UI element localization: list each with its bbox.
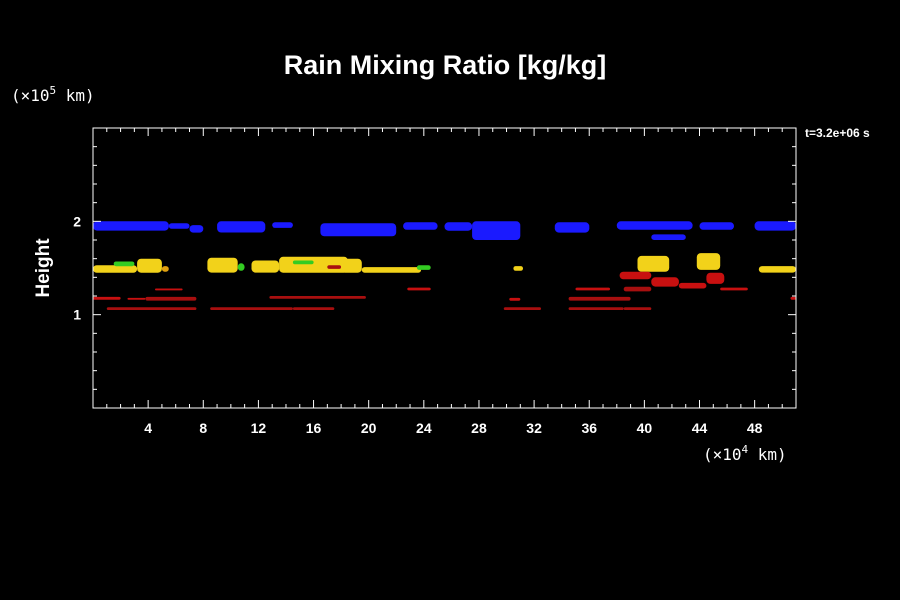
- y-tick-label: 1: [73, 307, 81, 323]
- heatmap-cell: [503, 307, 541, 310]
- heatmap-cell: [616, 221, 693, 230]
- heatmap-cell: [407, 287, 431, 291]
- heatmap-cell: [272, 222, 293, 228]
- heatmap-cell: [161, 266, 169, 272]
- heatmap-cell: [472, 221, 521, 240]
- heatmap-cell: [575, 287, 610, 291]
- heatmap-cell: [251, 260, 280, 273]
- heatmap-cell: [509, 297, 521, 301]
- heatmap-cell: [699, 222, 734, 230]
- heatmap-cell: [361, 267, 422, 273]
- heatmap-cell: [207, 257, 238, 273]
- x-tick-label: 48: [747, 420, 763, 436]
- heatmap-cell: [327, 265, 342, 269]
- heatmap-cell: [568, 296, 631, 301]
- heatmap-cell: [168, 223, 190, 229]
- heatmap-cell: [513, 266, 523, 271]
- heatmap-cell: [754, 221, 796, 231]
- heatmap-cell: [320, 223, 397, 237]
- heatmap-cell: [279, 256, 348, 273]
- x-tick-label: 44: [692, 420, 708, 436]
- heatmap-cell: [403, 222, 438, 230]
- heatmap-cell: [678, 282, 707, 289]
- heatmap-cell: [189, 225, 204, 233]
- x-tick-label: 8: [199, 420, 207, 436]
- plot-area: [93, 128, 796, 408]
- y-axis-unit: (×105 km): [11, 84, 95, 105]
- x-tick-label: 4: [144, 420, 152, 436]
- heatmap-cell: [623, 286, 652, 292]
- heatmap-cell: [696, 253, 721, 270]
- heatmap-cell: [790, 296, 796, 300]
- x-tick-label: 28: [471, 420, 487, 436]
- time-label: t=3.2e+06 s: [805, 126, 870, 140]
- y-axis-label: Height: [33, 238, 54, 298]
- x-tick-label: 16: [306, 420, 322, 436]
- heatmap-cell: [93, 296, 121, 300]
- heatmap-cell: [269, 296, 366, 299]
- heatmap-cell: [651, 277, 679, 287]
- heatmap-cell: [137, 258, 162, 273]
- heatmap-cell: [637, 255, 670, 272]
- x-axis-unit: (×104 km): [703, 443, 787, 464]
- heatmap-cell: [292, 307, 335, 310]
- heatmap-cell: [619, 271, 652, 280]
- heatmap-cell: [416, 265, 431, 270]
- heatmap-cell: [127, 297, 146, 300]
- heatmap-cell: [444, 222, 473, 231]
- heatmap-cell: [292, 260, 314, 265]
- heatmap-cell: [113, 261, 135, 267]
- x-tick-label: 24: [416, 420, 432, 436]
- heatmap-cells: [93, 221, 796, 310]
- heatmap-cell: [93, 221, 169, 231]
- heatmap-cell: [210, 307, 293, 310]
- chart-title: Rain Mixing Ratio [kg/kg]: [284, 50, 607, 80]
- heatmap-cell: [651, 234, 686, 240]
- heatmap-cell: [341, 258, 362, 273]
- heatmap-cell: [155, 288, 183, 291]
- x-tick-label: 36: [581, 420, 597, 436]
- heatmap-cell: [106, 307, 197, 310]
- x-tick-label: 40: [637, 420, 653, 436]
- x-tick-label: 12: [251, 420, 267, 436]
- heatmap-cell: [720, 287, 748, 291]
- x-tick-label: 20: [361, 420, 377, 436]
- heatmap-cell: [145, 296, 197, 301]
- heatmap-cell: [237, 263, 245, 271]
- x-tick-label: 32: [526, 420, 542, 436]
- plot-frame: [92, 127, 797, 409]
- heatmap-cell: [217, 221, 266, 233]
- heatmap-cell: [758, 266, 796, 273]
- heatmap-cell: [706, 272, 725, 284]
- heatmap-cell: [623, 307, 652, 310]
- heatmap-cell: [568, 307, 624, 310]
- heatmap-cell: [554, 222, 590, 233]
- y-tick-label: 2: [73, 213, 81, 229]
- heatmap-cell: [93, 265, 138, 273]
